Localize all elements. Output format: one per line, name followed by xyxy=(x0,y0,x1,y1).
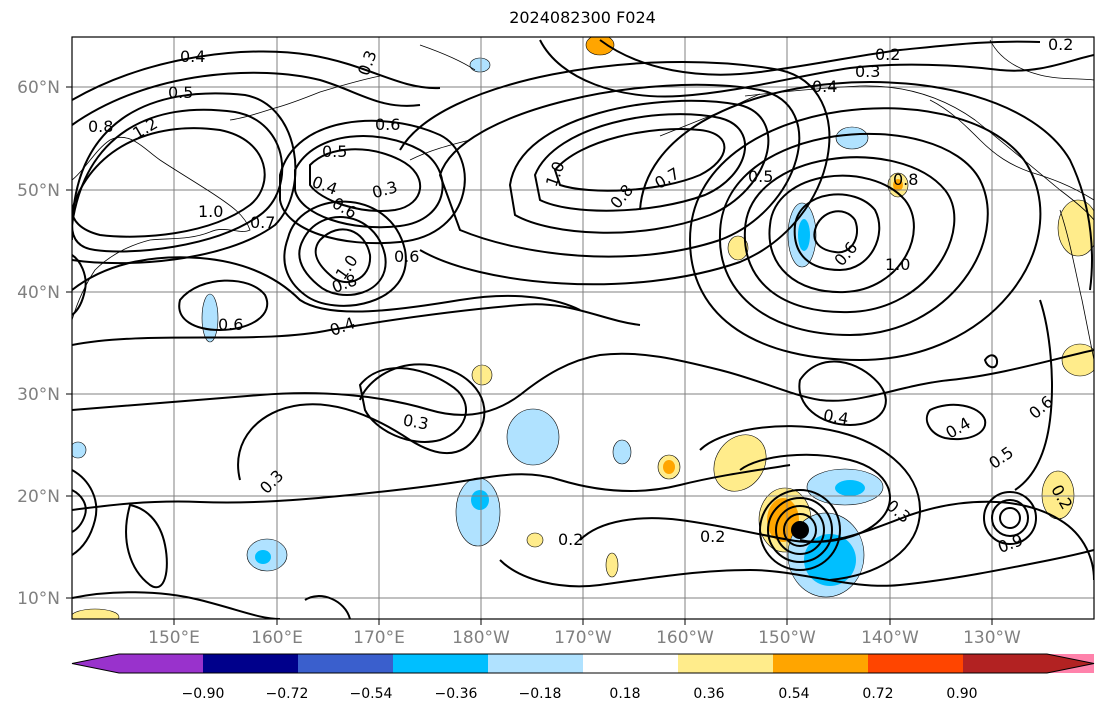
contour-label: 1.0 xyxy=(198,202,223,221)
contour-label: 0.2 xyxy=(558,530,583,549)
colorbar-segment xyxy=(773,654,868,673)
lon-label: 130°W xyxy=(963,628,1021,648)
contour-label: 0.2 xyxy=(700,527,725,546)
contour-label: 0.8 xyxy=(88,117,113,136)
contour-lines xyxy=(72,39,1094,619)
colorbar-segment xyxy=(963,654,1094,673)
colorbar-tick-label: 0.90 xyxy=(946,686,977,702)
colorbar-tick-label: −0.54 xyxy=(350,686,393,702)
lon-label: 170°E xyxy=(353,628,405,648)
colorbar-segment xyxy=(393,654,488,673)
contour-label: 0.5 xyxy=(168,83,193,102)
colorbar-tick-label: 0.54 xyxy=(778,686,809,702)
contour-label: 0.4 xyxy=(812,77,837,96)
colorbar-tick-label: 0.18 xyxy=(609,686,640,702)
lon-label: 150°W xyxy=(758,628,816,648)
colorbar xyxy=(71,653,1095,674)
lon-label: 180°W xyxy=(452,628,510,648)
lon-label: 150°E xyxy=(148,628,200,648)
lat-label: 50°N xyxy=(17,181,60,201)
colorbar-segment xyxy=(678,654,773,673)
contour-label: 0.2 xyxy=(875,45,900,64)
contour-label: 0.4 xyxy=(180,47,205,66)
colorbar-segment xyxy=(1047,654,1094,673)
lon-label: 160°E xyxy=(251,628,303,648)
contour-label: 0.6 xyxy=(375,115,400,134)
contour-label: 0.4 xyxy=(822,405,850,428)
colorbar-tick-label: −0.90 xyxy=(182,686,225,702)
colorbar-ticks: −0.90 −0.72 −0.54 −0.36 −0.18 0.18 0.36 … xyxy=(182,686,978,702)
axis-ticks xyxy=(66,86,993,625)
colorbar-tick-label: 0.36 xyxy=(693,686,724,702)
longitude-labels: 150°E 160°E 170°E 180°W 170°W 160°W 150°… xyxy=(148,628,1021,648)
latitude-labels: 60°N 50°N 40°N 30°N 20°N 10°N xyxy=(17,78,60,609)
lat-label: 30°N xyxy=(17,385,60,405)
contour-label: 0.8 xyxy=(893,170,918,189)
lon-label: 170°W xyxy=(554,628,612,648)
colorbar-segment xyxy=(488,654,583,673)
lon-label: 140°W xyxy=(861,628,919,648)
contour-label: 0.5 xyxy=(322,142,347,161)
colorbar-segment xyxy=(203,654,298,673)
contour-label: 0.6 xyxy=(394,247,419,266)
contour-label: 0.5 xyxy=(748,167,773,186)
colorbar-tick-label: 0.72 xyxy=(862,686,893,702)
colorbar-tick-label: −0.72 xyxy=(266,686,309,702)
lat-label: 40°N xyxy=(17,283,60,303)
colorbar-tick-label: −0.18 xyxy=(519,686,562,702)
colorbar-segment xyxy=(72,654,203,673)
lat-label: 60°N xyxy=(17,78,60,98)
map-title: 2024082300 F024 xyxy=(509,8,656,27)
lat-label: 20°N xyxy=(17,487,60,507)
storm-center-marker xyxy=(792,522,808,538)
lat-label: 10°N xyxy=(17,589,60,609)
lon-label: 160°W xyxy=(656,628,714,648)
shaded-regions xyxy=(72,37,1094,619)
colorbar-segment xyxy=(868,654,963,673)
colorbar-segment xyxy=(298,654,393,673)
contour-label: 0.3 xyxy=(855,62,880,81)
contour-label: 1.0 xyxy=(885,255,910,274)
contour-label: 0.7 xyxy=(250,213,275,232)
colorbar-outline xyxy=(71,653,1095,674)
contour-label: 0.2 xyxy=(1048,35,1073,54)
contour-label: 0.3 xyxy=(402,410,430,433)
colorbar-tick-label: −0.36 xyxy=(435,686,478,702)
colorbar-segment xyxy=(583,654,678,673)
contour-label: 0.6 xyxy=(218,315,243,334)
